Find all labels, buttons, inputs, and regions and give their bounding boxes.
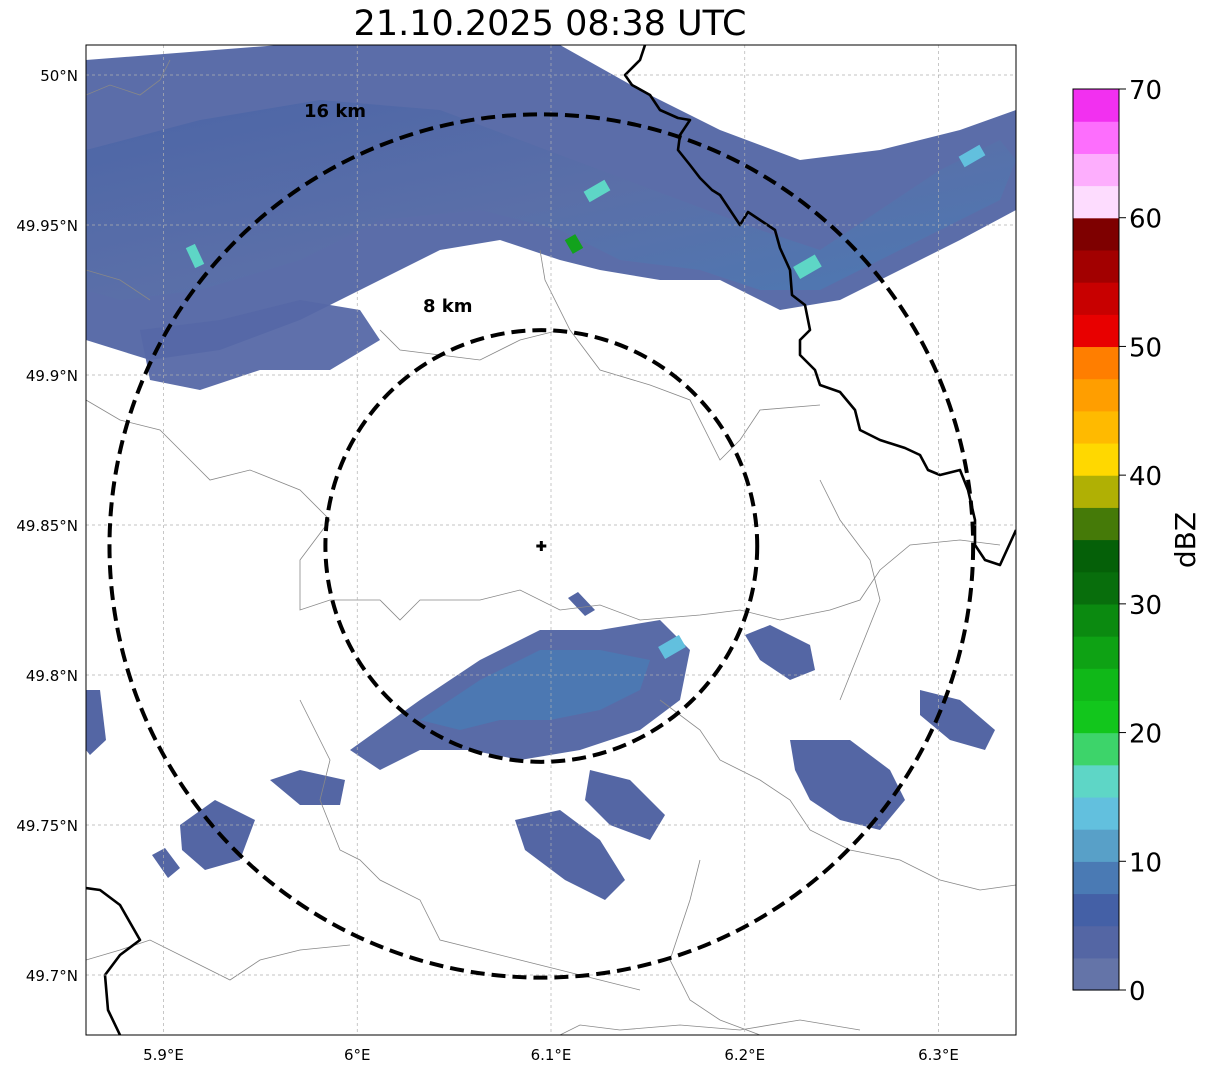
colorbar-segment [1073,185,1119,219]
colorbar-segment [1073,925,1119,959]
colorbar-segment [1073,861,1119,895]
colorbar-tick-label: 30 [1129,591,1162,621]
echo-cell-south-1 [515,810,625,900]
longitude-tick-label: 6.2°E [724,1046,765,1064]
region-border-5 [299,699,641,991]
longitude-tick-label: 6.1°E [531,1046,572,1064]
echo-highlight-6 [583,179,611,203]
colorbar-segment [1073,442,1119,476]
colorbar-segment [1073,893,1119,927]
echo-cell-west-edge [86,690,106,755]
longitude-tick-label: 5.9°E [143,1046,184,1064]
colorbar-segment [1073,636,1119,669]
colorbar-segment [1073,539,1119,573]
colorbar-segment [1073,507,1119,541]
colorbar-segment [1073,764,1119,798]
colorbar-segment [1073,732,1119,766]
colorbar-tick-label: 20 [1129,720,1162,750]
colorbar-segment [1073,475,1119,508]
colorbar-segment [1073,603,1119,637]
echo-band-north-fringe [140,300,380,390]
colorbar-segments [1073,89,1119,991]
colorbar-segment [1073,700,1119,734]
latitude-tick-label: 50°N [40,67,78,85]
colorbar-segment [1073,217,1119,251]
region-border-9 [819,479,881,701]
region-borders [86,59,1016,1035]
echo-cell-southeast [790,740,905,830]
colorbar-segment [1073,410,1119,444]
echo-band-north-core [86,100,1016,300]
colorbar-segment [1073,668,1119,701]
colorbar-segment [1073,378,1119,412]
colorbar-segment [1073,957,1119,991]
echo-cell-small-1 [152,848,180,878]
range-ring-8km [323,328,760,764]
colorbar-ticks: 0 10 20 30 40 50 60 70 [1119,76,1162,1007]
region-border-2 [86,399,1001,621]
colorbar-segment [1073,346,1119,380]
range-ring-label-16km: 16 km [304,101,366,122]
echo-cell-south-2 [585,770,665,840]
colorbar-tick-label: 0 [1129,977,1146,1007]
colorbar-segment [1073,796,1119,830]
region-border-3 [539,249,821,461]
region-border-7 [659,699,1016,891]
range-ring-16km [107,112,976,980]
echo-highlight-4 [185,243,205,269]
echo-highlight-3 [658,634,686,660]
map-frame [85,44,1017,1036]
range-ring-label-8km: 8 km [423,296,473,317]
colorbar-segment [1073,121,1119,154]
latitude-tick-label: 49.75°N [16,817,78,835]
region-border-8 [669,859,761,1035]
map-area: 16 km 8 km [85,44,1017,1036]
colorbar-segment [1073,249,1119,283]
colorbar-frame [1072,88,1120,991]
colorbar-segment [1073,89,1119,122]
echo-cell-small-2 [568,592,595,616]
region-border-10 [559,1019,861,1035]
radar-site-marker [536,541,547,551]
colorbar-tick-label: 10 [1129,848,1162,878]
echo-highlight-1 [793,254,822,280]
echo-highlight-2 [564,234,584,254]
region-border-6 [86,939,351,981]
country-border-east [623,45,1016,567]
longitude-tick-labels: 5.9°E 6°E 6.1°E 6.2°E 6.3°E [143,1046,959,1064]
latitude-tick-label: 49.7°N [26,967,78,985]
latitude-tick-label: 49.8°N [26,667,78,685]
colorbar-segment [1073,153,1119,187]
colorbar-segment [1073,314,1119,348]
range-rings [107,112,976,980]
region-border-11 [86,269,151,301]
latitude-tick-label: 49.85°N [16,517,78,535]
map-title: 21.10.2025 08:38 UTC [353,4,747,44]
echo-band-south-core [420,650,650,730]
colorbar-label: dBZ [1169,512,1202,568]
country-borders [86,45,1016,1035]
latitude-tick-label: 49.9°N [26,367,78,385]
country-border-southwest [86,886,142,1035]
colorbar-segment [1073,571,1119,605]
longitude-tick-label: 6.3°E [918,1046,959,1064]
region-border-1 [86,59,171,96]
colorbar-tick-label: 70 [1129,76,1162,106]
colorbar-tick-label: 60 [1129,205,1162,235]
colorbar-segment [1073,282,1119,315]
colorbar-tick-label: 50 [1129,333,1162,363]
longitude-tick-label: 6°E [344,1046,371,1064]
colorbar: 0 10 20 30 40 50 60 70 dBZ [1072,76,1202,1007]
echo-cell-east [745,625,815,680]
echo-highlight-5 [958,144,986,168]
latitude-tick-label: 49.95°N [16,217,78,235]
region-border-4 [379,329,561,361]
colorbar-segment [1073,829,1119,862]
gridlines [86,45,1016,1035]
latitude-tick-labels: 50°N 49.95°N 49.9°N 49.85°N 49.8°N 49.75°N 49.… [16,67,78,985]
colorbar-tick-label: 40 [1129,462,1162,492]
echo-cell-west [270,770,345,805]
